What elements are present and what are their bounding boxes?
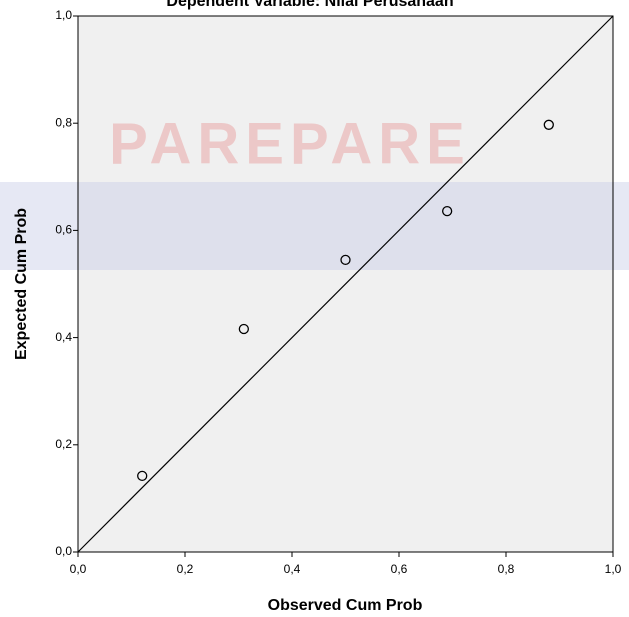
y-tick-label: 0,0 [55, 544, 72, 558]
x-tick-label: 1,0 [605, 562, 622, 576]
x-tick-label: 0,0 [70, 562, 87, 576]
y-tick-label: 0,2 [55, 437, 72, 451]
y-tick-label: 0,6 [55, 223, 72, 237]
x-tick-label: 0,8 [498, 562, 515, 576]
y-axis-title: Expected Cum Prob [13, 208, 30, 360]
y-tick-label: 0,8 [55, 115, 72, 129]
y-tick-label: 1,0 [55, 8, 72, 22]
chart: PAREPARE Dependent Variable: Nilai Perus… [0, 0, 629, 617]
x-tick-label: 0,6 [391, 562, 408, 576]
x-axis-title: Observed Cum Prob [268, 597, 423, 614]
chart-title: Dependent Variable: Nilai Perusahaan [166, 0, 453, 10]
x-tick-label: 0,4 [284, 562, 301, 576]
y-tick-label: 0,4 [55, 330, 72, 344]
x-tick-label: 0,2 [177, 562, 194, 576]
watermark-band [0, 182, 629, 270]
watermark: PAREPARE [109, 111, 471, 176]
